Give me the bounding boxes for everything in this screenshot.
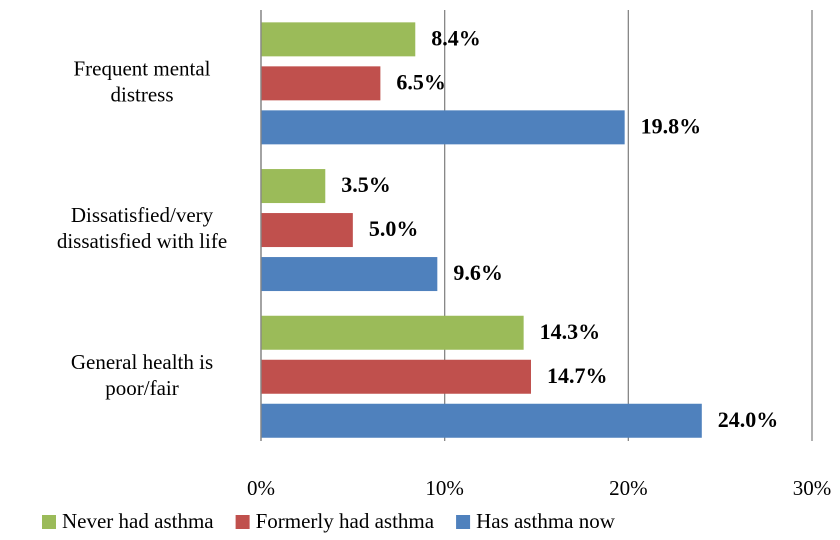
value-label: 24.0%: [718, 407, 779, 432]
value-label: 9.6%: [453, 260, 503, 285]
legend-label: Formerly had asthma: [256, 509, 435, 533]
bar: [261, 359, 531, 394]
value-label: 19.8%: [641, 113, 702, 138]
value-label: 3.5%: [341, 172, 391, 197]
category-label: General health is poor/fair: [71, 350, 213, 400]
bar: [261, 315, 524, 350]
x-tick-label: 30%: [793, 476, 832, 500]
x-tick-label: 10%: [425, 476, 464, 500]
x-tick-label: 20%: [609, 476, 648, 500]
value-label: 14.7%: [547, 363, 608, 388]
value-label: 8.4%: [431, 25, 481, 50]
bar: [261, 403, 702, 438]
legend-swatch: [456, 515, 471, 529]
value-label: 6.5%: [396, 69, 446, 94]
bar: [261, 22, 416, 57]
value-label: 14.3%: [540, 319, 601, 344]
category-label: Dissatisfied/very dissatisfied with life: [57, 203, 227, 253]
x-tick-label: 0%: [247, 476, 275, 500]
bar: [261, 213, 353, 248]
bar: [261, 169, 326, 204]
legend-label: Never had asthma: [62, 509, 214, 533]
bar: [261, 110, 625, 145]
bar: [261, 257, 438, 292]
legend-label: Has asthma now: [476, 509, 616, 533]
legend-swatch: [235, 515, 250, 529]
value-label: 5.0%: [369, 216, 419, 241]
category-label: Frequent mental distress: [73, 56, 210, 106]
legend-swatch: [42, 515, 56, 529]
bar: [261, 66, 381, 101]
